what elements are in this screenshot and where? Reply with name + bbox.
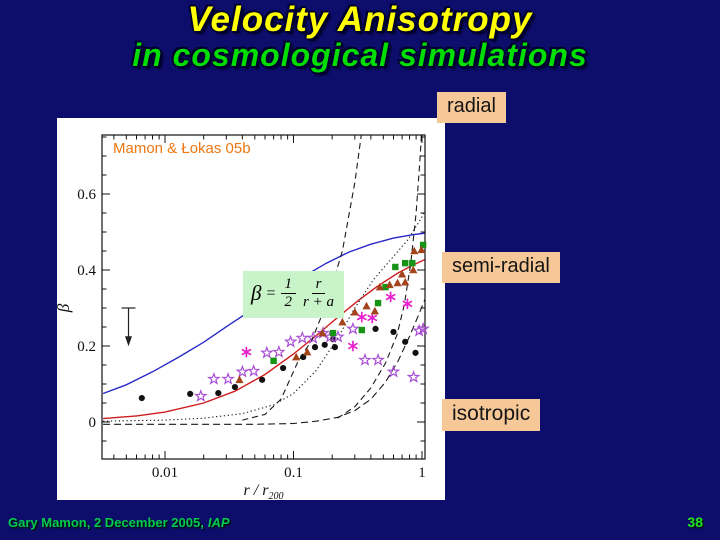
formula-fraction-radius: r r + a	[301, 276, 336, 312]
plot-frame	[101, 134, 426, 460]
curve-dashed-steep	[242, 135, 362, 421]
anisotropy-plot-svg: 0.01 0.1 1 0 0.2 0.4 0.6 r / r200 β	[57, 134, 430, 500]
footer-author-date: Gary Mamon, 2 December 2005,	[8, 515, 204, 530]
curve-red-fit-solid	[103, 258, 425, 420]
formula-denominator-r-plus-a: r + a	[303, 294, 334, 311]
y-axis-label: β	[57, 303, 73, 313]
series-green-squares	[270, 241, 427, 365]
plot-credit-label: Mamon & Łokas 05b	[113, 140, 251, 157]
beta-formula-box: β = 1 2 r r + a	[243, 271, 344, 318]
x-axis-label: r / r200	[244, 482, 284, 500]
slide-title: Velocity Anisotropy in cosmological simu…	[0, 0, 720, 73]
series-magenta-asterisks	[241, 291, 413, 358]
label-radial: radial	[437, 92, 506, 123]
footer-venue: IAP	[207, 515, 230, 530]
formula-numerator-one: 1	[280, 276, 296, 295]
formula-beta-symbol: β	[251, 281, 262, 306]
curve-dashed-late-steep	[337, 135, 422, 419]
anisotropy-plot-panel: 0.01 0.1 1 0 0.2 0.4 0.6 r / r200 β Mamon & Łoka…	[57, 118, 445, 500]
page-title-line2: in cosmological simulations	[132, 36, 588, 73]
y-tick-label: 0	[89, 415, 97, 431]
axis-labels: 0.01 0.1 1 0 0.2 0.4 0.6 r / r200 β	[57, 187, 426, 500]
x-tick-label: 0.01	[152, 465, 178, 481]
y-tick-label: 0.6	[77, 187, 96, 203]
label-semi-radial: semi-radial	[442, 252, 560, 283]
axis-ticks	[102, 135, 425, 459]
page-title-line1: Velocity Anisotropy	[187, 0, 533, 39]
series-brown-triangles	[235, 245, 426, 384]
formula-fraction-half: 1 2	[280, 276, 296, 312]
curve-dotted-model	[103, 208, 425, 422]
x-tick-label: 1	[418, 465, 426, 481]
upper-limit-arrow	[121, 307, 136, 347]
formula-denominator-two: 2	[284, 294, 293, 311]
x-tick-label: 0.1	[284, 465, 303, 481]
series-violet-open-stars	[193, 321, 430, 402]
formula-equals-sign: =	[266, 284, 276, 302]
y-tick-label: 0.2	[77, 339, 96, 355]
slide-page-number: 38	[687, 514, 703, 530]
footer-credit: Gary Mamon, 2 December 2005, IAP	[8, 515, 230, 530]
formula-numerator-r: r	[311, 276, 326, 295]
label-isotropic: isotropic	[442, 399, 541, 431]
y-tick-label: 0.4	[77, 263, 96, 279]
